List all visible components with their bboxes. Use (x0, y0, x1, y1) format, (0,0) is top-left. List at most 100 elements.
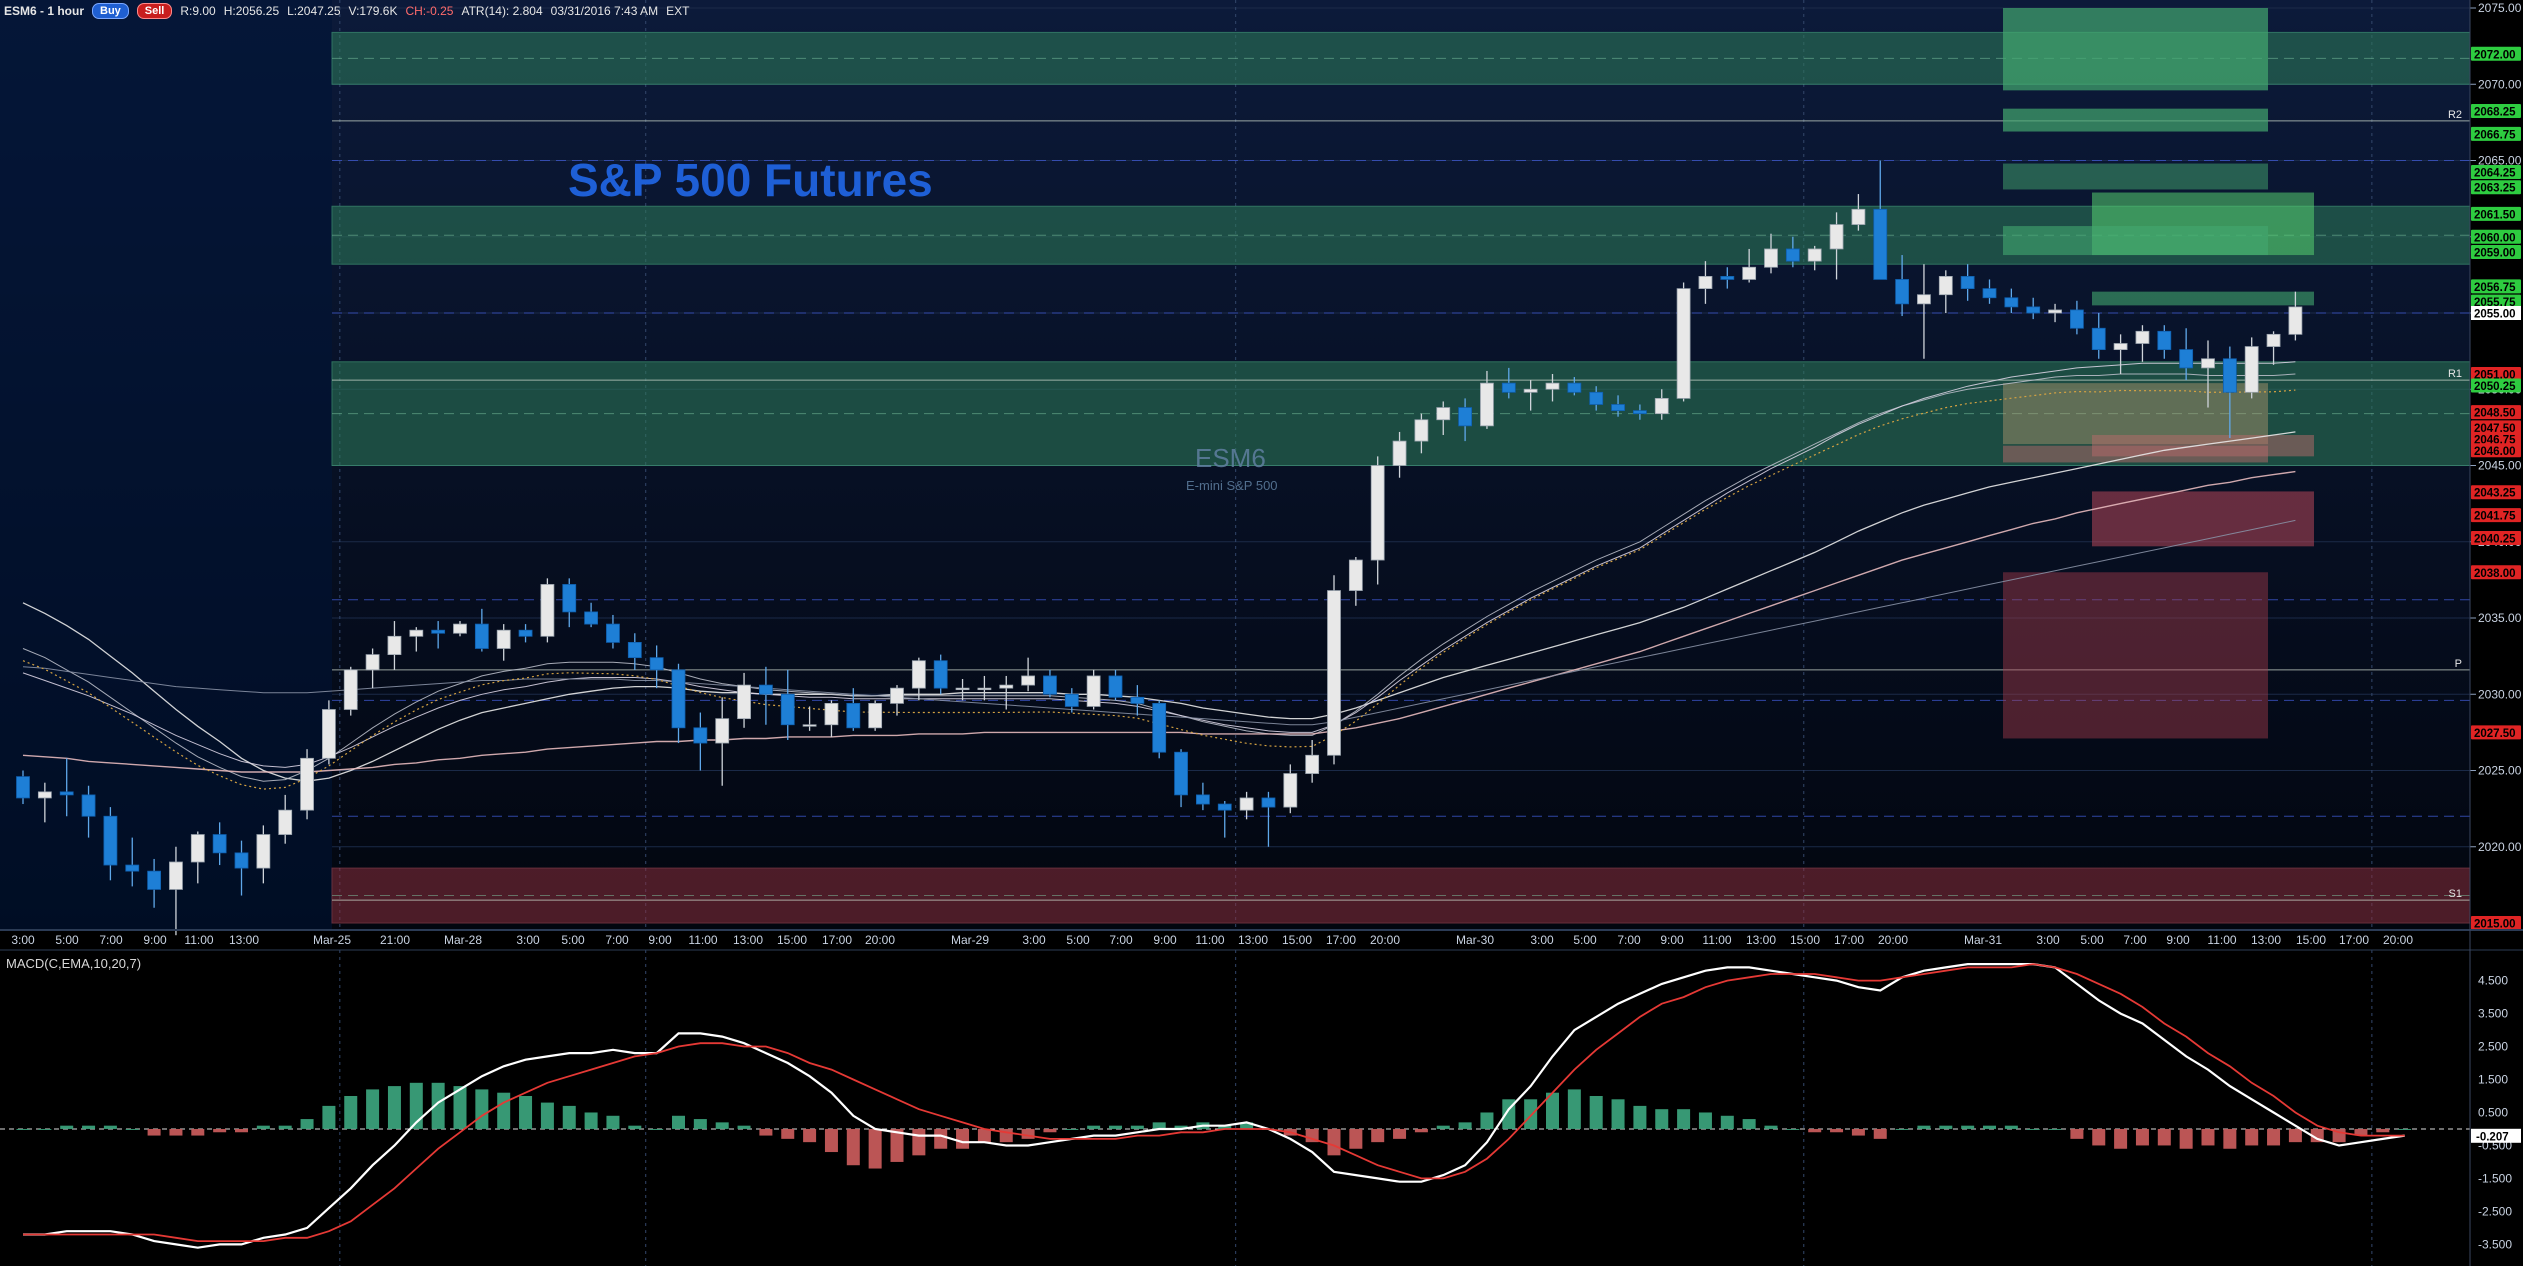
x-tick-label: 11:00 (1702, 933, 1731, 947)
macd-histogram-bar (235, 1128, 248, 1133)
macd-histogram-bar (1983, 1125, 1996, 1129)
candle (1152, 703, 1167, 753)
price-tag-box (2471, 367, 2521, 381)
macd-histogram-bar (1677, 1109, 1691, 1129)
candle (1261, 797, 1276, 808)
macd-histogram-bar (1655, 1109, 1669, 1129)
price-tag-box (2471, 420, 2521, 435)
macd-last-tag-label: -0.207 (2476, 1131, 2509, 1143)
price-tag-box (2471, 245, 2521, 259)
x-tick-label: 5:00 (1066, 933, 1090, 947)
candle (1086, 675, 1101, 707)
candle (1196, 794, 1210, 805)
macd-histogram-bar (147, 1128, 161, 1136)
macd-histogram-bar (2267, 1128, 2281, 1146)
macd-line (23, 962, 2405, 1249)
candle (2201, 358, 2215, 369)
symbol-interval[interactable]: ESM6 - 1 hour (4, 4, 85, 18)
candle (2266, 333, 2281, 347)
volume-readout: V:179.6K (348, 4, 398, 18)
price-tag-label: 2068.25 (2474, 106, 2516, 118)
x-tick-label: 13:00 (2251, 933, 2281, 947)
macd-histogram-bar (60, 1125, 74, 1129)
candle (562, 584, 577, 613)
macd-y-tick-label: 4.500 (2478, 974, 2508, 988)
x-tick-label: 7:00 (1617, 933, 1641, 947)
x-tick-label: 7:00 (605, 933, 629, 947)
candle (103, 815, 118, 866)
candle (1043, 675, 1057, 695)
sell-button[interactable]: Sell (136, 3, 173, 19)
macd-histogram-bar (322, 1105, 336, 1129)
candle (1021, 675, 1035, 686)
price-tag-label: 2041.75 (2474, 511, 2516, 523)
pivot-label: R2 (2448, 109, 2462, 121)
x-tick-label: 5:00 (1573, 933, 1597, 947)
macd-histogram-bar (1808, 1128, 1822, 1133)
candle (300, 757, 314, 811)
candle (868, 703, 883, 729)
macd-histogram-bar (1851, 1128, 1865, 1136)
candle (125, 864, 140, 872)
chart-header: ESM6 - 1 hour Buy Sell R:9.00 H:2056.25 … (4, 2, 689, 20)
x-tick-label: 5:00 (561, 933, 585, 947)
candle (1567, 382, 1582, 393)
price-tag-label: 2038.00 (2474, 568, 2516, 580)
macd-histogram-bar (1371, 1128, 1385, 1143)
price-tag-label: 2060.00 (2474, 232, 2516, 244)
candle (955, 687, 970, 691)
price-tag-box (2471, 229, 2521, 244)
y-tick-label: 2065.00 (2478, 154, 2522, 168)
x-tick-label: Mar-25 (313, 933, 351, 947)
macd-y-tick-label: -2.500 (2478, 1204, 2512, 1218)
session-readout: EXT (666, 4, 690, 18)
candle (1480, 382, 1494, 427)
candle (496, 629, 511, 649)
candle (1217, 803, 1232, 811)
x-tick-label: 17:00 (822, 933, 852, 947)
macd-histogram-bar (1611, 1099, 1625, 1129)
candle (234, 852, 249, 869)
price-tag-box (2471, 485, 2521, 500)
candle (1895, 279, 1909, 305)
x-tick-label: 15:00 (1790, 933, 1820, 947)
macd-histogram-bar (934, 1128, 948, 1149)
overlay-title: S&P 500 Futures (568, 154, 933, 206)
macd-histogram-bar (1480, 1112, 1494, 1129)
candle (81, 794, 96, 817)
buy-button[interactable]: Buy (92, 3, 129, 19)
macd-histogram-bar (1130, 1125, 1144, 1129)
macd-histogram-bar (497, 1092, 511, 1129)
candle (2091, 327, 2106, 351)
macd-histogram-bar (1567, 1089, 1581, 1129)
candle (387, 635, 402, 655)
last-price-tag-label: 2055.00 (2474, 309, 2516, 321)
macd-histogram-bar (366, 1089, 380, 1129)
macd-histogram-bar (1393, 1128, 1407, 1139)
macd-histogram-bar (1218, 1125, 1232, 1129)
macd-histogram-bar (2157, 1128, 2171, 1146)
candle (169, 861, 183, 890)
candle (2222, 358, 2237, 393)
candle (1676, 288, 1691, 399)
candle (1392, 440, 1407, 466)
fib-box (2003, 8, 2268, 91)
candle (890, 687, 904, 704)
candle (278, 809, 293, 835)
candle (321, 709, 336, 759)
candle (343, 669, 358, 710)
y-tick-label: 2025.00 (2478, 764, 2522, 778)
price-tag-label: 2048.50 (2474, 408, 2516, 420)
x-tick-label: 7:00 (2123, 933, 2147, 947)
price-tag-label: 2043.25 (2474, 488, 2516, 500)
candle (1458, 407, 1472, 427)
timestamp-readout: 03/31/2016 7:43 AM (550, 4, 659, 18)
macd-histogram-bar (2004, 1125, 2018, 1129)
macd-histogram-bar (737, 1125, 751, 1129)
macd-histogram-bar (38, 1128, 52, 1130)
macd-histogram-bar (2376, 1128, 2390, 1133)
candle (1654, 397, 1669, 415)
candles (16, 160, 2303, 936)
macd-histogram-bar (2245, 1128, 2259, 1146)
